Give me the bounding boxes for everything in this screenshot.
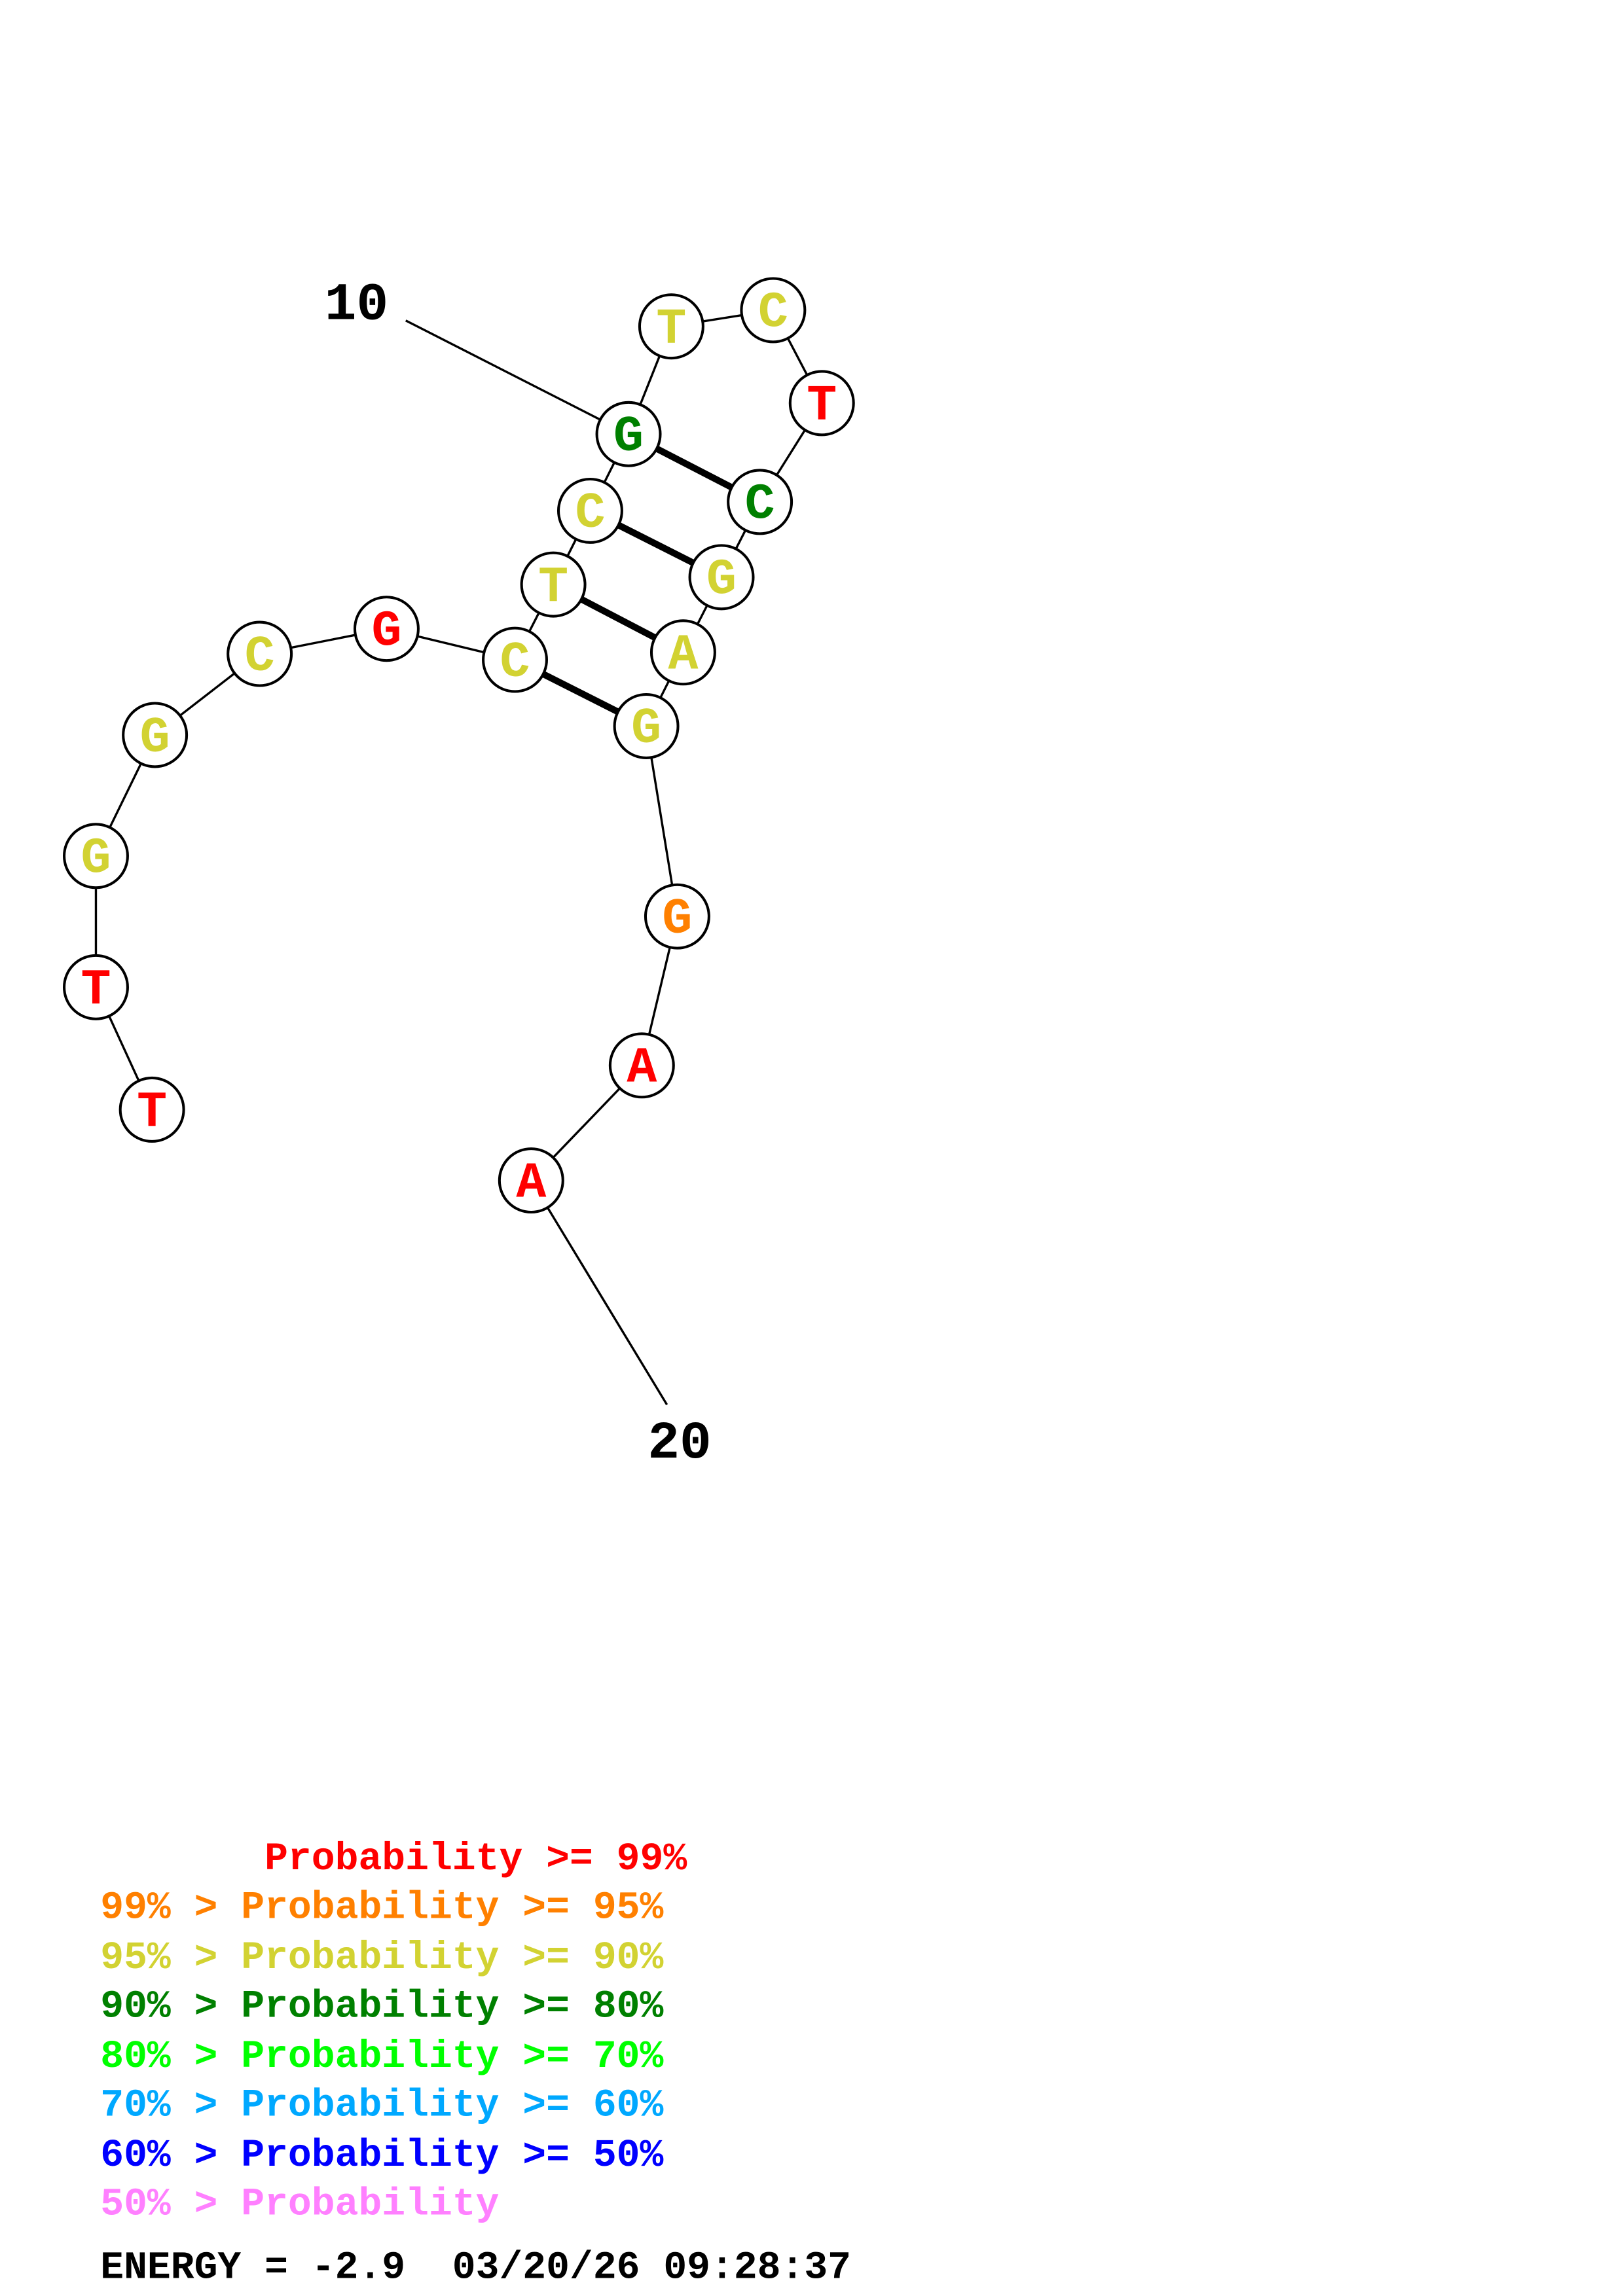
nucleotide-base: G <box>631 701 661 758</box>
legend-line: Probability >= 99% <box>100 1837 687 1881</box>
nucleotide-circle <box>788 370 855 437</box>
nucleotide-circle <box>613 692 680 759</box>
nucleotide-base: A <box>627 1041 657 1098</box>
nucleotide-base: G <box>613 409 644 466</box>
nucleotide-base: G <box>706 552 737 609</box>
nucleotide-circle <box>740 277 807 344</box>
nucleotide-6: G <box>353 596 420 662</box>
nucleotide-17: G <box>613 692 680 759</box>
index-tick-10 <box>405 319 629 435</box>
nucleotide-13: T <box>788 370 855 437</box>
nucleotide-circle <box>638 293 704 360</box>
nucleotide-1: T <box>119 1076 185 1143</box>
legend-line: 60% > Probability >= 50% <box>100 2133 663 2178</box>
legend-line: 99% > Probability >= 95% <box>100 1885 663 1929</box>
nucleotide-base: C <box>245 629 275 686</box>
nucleotide-3: G <box>63 823 129 889</box>
nucleotide-7: C <box>482 626 549 693</box>
nucleotide-base: G <box>662 891 692 948</box>
legend-line: 50% > Probability <box>100 2181 499 2226</box>
nucleotide-16: A <box>649 619 716 686</box>
nucleotide-base: C <box>745 477 775 534</box>
nucleotide-circle <box>644 883 710 950</box>
nucleotide-10: G <box>595 401 662 467</box>
nucleotide-14: C <box>727 469 793 535</box>
nucleotide-circle <box>608 1032 675 1099</box>
nucleotide-9: C <box>556 477 623 544</box>
nucleotide-base: T <box>538 560 568 617</box>
nucleotide-circle <box>227 620 293 687</box>
nucleotide-19: A <box>608 1032 675 1099</box>
nucleotide-circle <box>353 596 420 662</box>
legend-line: 90% > Probability >= 80% <box>100 1984 663 2028</box>
nucleotide-circle <box>63 954 129 1020</box>
nucleotide-circle <box>520 551 587 618</box>
index-label-10: 10 <box>325 275 388 335</box>
backbone <box>94 309 823 1181</box>
nucleotide-2: T <box>63 954 129 1020</box>
energy-footer: ENERGY = -2.9 03/20/26 09:28:37 <box>100 2245 851 2289</box>
nucleotide-20: A <box>498 1147 564 1214</box>
nucleotide-circle <box>482 626 549 693</box>
legend-line: 80% > Probability >= 70% <box>100 2034 663 2079</box>
nucleotide-circle <box>649 619 716 686</box>
legend-line: 70% > Probability >= 60% <box>100 2083 663 2127</box>
nucleotide-4: G <box>122 702 189 768</box>
nucleotide-circle <box>122 702 189 768</box>
nucleotide-base: C <box>575 486 605 543</box>
nucleotide-5: C <box>227 620 293 687</box>
nucleotide-18: G <box>644 883 710 950</box>
nucleotide-base: T <box>656 302 686 359</box>
nucleotide-base: C <box>500 635 530 692</box>
nucleotide-base: G <box>81 831 111 888</box>
nucleotide-circle <box>63 823 129 889</box>
nucleotide-8: T <box>520 551 587 618</box>
nucleotide-11: T <box>638 293 704 360</box>
legend-line: 95% > Probability >= 90% <box>100 1935 663 1980</box>
nucleotide-base: T <box>137 1085 167 1141</box>
nucleotide-circle <box>595 401 662 467</box>
nucleotide-circle <box>688 544 755 611</box>
nucleotide-base: C <box>758 285 788 342</box>
nucleotide-base: G <box>140 710 170 767</box>
nucleotide-base: T <box>807 378 837 435</box>
nucleotide-base: A <box>516 1155 546 1212</box>
nucleotide-circle <box>119 1076 185 1143</box>
nucleotide-base: T <box>81 962 111 1019</box>
index-tick-20 <box>530 1179 668 1406</box>
nucleotide-circle <box>498 1147 564 1214</box>
probability-legend: Probability >= 99% 99% > Probability >= … <box>100 1837 687 2226</box>
nucleotide-base: A <box>668 628 698 685</box>
index-label-20: 20 <box>647 1414 711 1474</box>
nucleotide-circle <box>556 477 623 544</box>
nucleotide-base: G <box>371 604 401 661</box>
nucleotide-12: C <box>740 277 807 344</box>
nucleotide-circle <box>727 469 793 535</box>
nucleotide-15: G <box>688 544 755 611</box>
